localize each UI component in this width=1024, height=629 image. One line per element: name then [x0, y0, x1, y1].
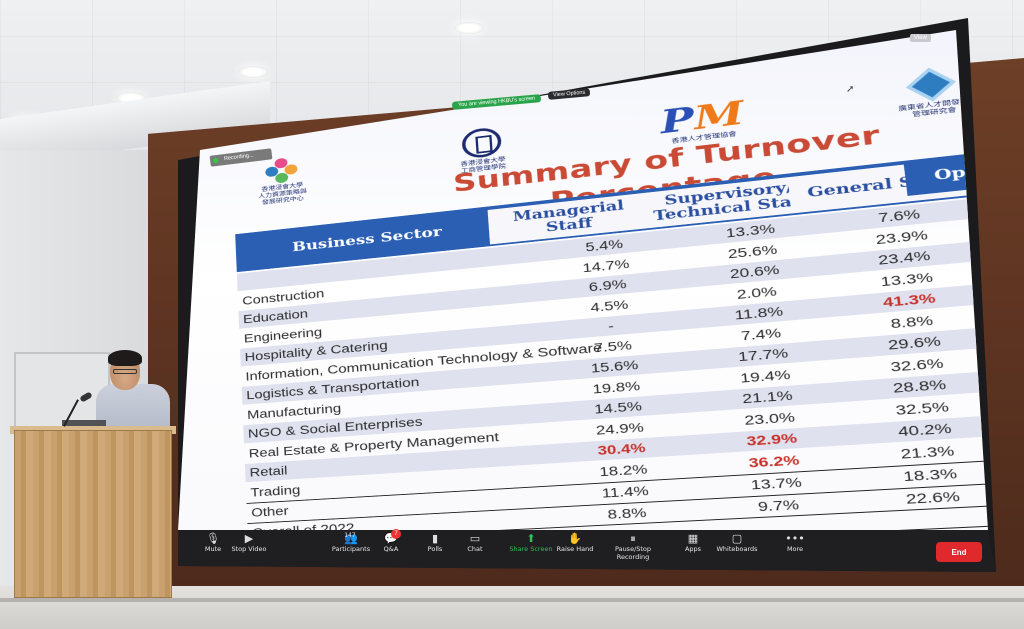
- more-button[interactable]: ••• More: [760, 533, 830, 553]
- stage-edge: [0, 598, 1024, 602]
- glasses-icon: [113, 369, 137, 374]
- toolbar-label: Apps: [685, 545, 701, 553]
- flower-logo-icon: [265, 156, 298, 184]
- toolbar-label: Stop Video: [231, 545, 266, 553]
- university-seal-icon: [461, 126, 502, 159]
- participants-count: 147: [330, 532, 370, 539]
- view-button[interactable]: View: [910, 34, 931, 42]
- toolbar-label: Whiteboards: [716, 545, 757, 553]
- ceiling-light: [454, 22, 484, 34]
- toolbar-label: More: [787, 545, 803, 553]
- cell-managerial: [560, 524, 699, 531]
- mouse-cursor-icon: ➚: [846, 84, 854, 95]
- speaker-hair: [108, 350, 142, 366]
- cell-supervisory: [707, 516, 854, 523]
- toolbar-label: Pause/Stop Recording: [615, 545, 651, 561]
- diamond-logo-icon: [906, 68, 956, 101]
- video-icon: ▶: [214, 533, 284, 545]
- end-button[interactable]: End: [936, 542, 982, 562]
- toolbar-label: Chat: [467, 545, 482, 553]
- more-dots-icon: •••: [760, 533, 830, 545]
- qa-badge: 7: [391, 529, 401, 539]
- pm-letter-m: M: [692, 94, 746, 137]
- toolbar-label: Raise Hand: [557, 545, 594, 553]
- wooden-podium: [14, 430, 172, 598]
- ceiling-light: [238, 66, 268, 78]
- toolbar-label: Q&A: [384, 545, 399, 553]
- stop-video-button[interactable]: ▶ Stop Video: [214, 533, 284, 553]
